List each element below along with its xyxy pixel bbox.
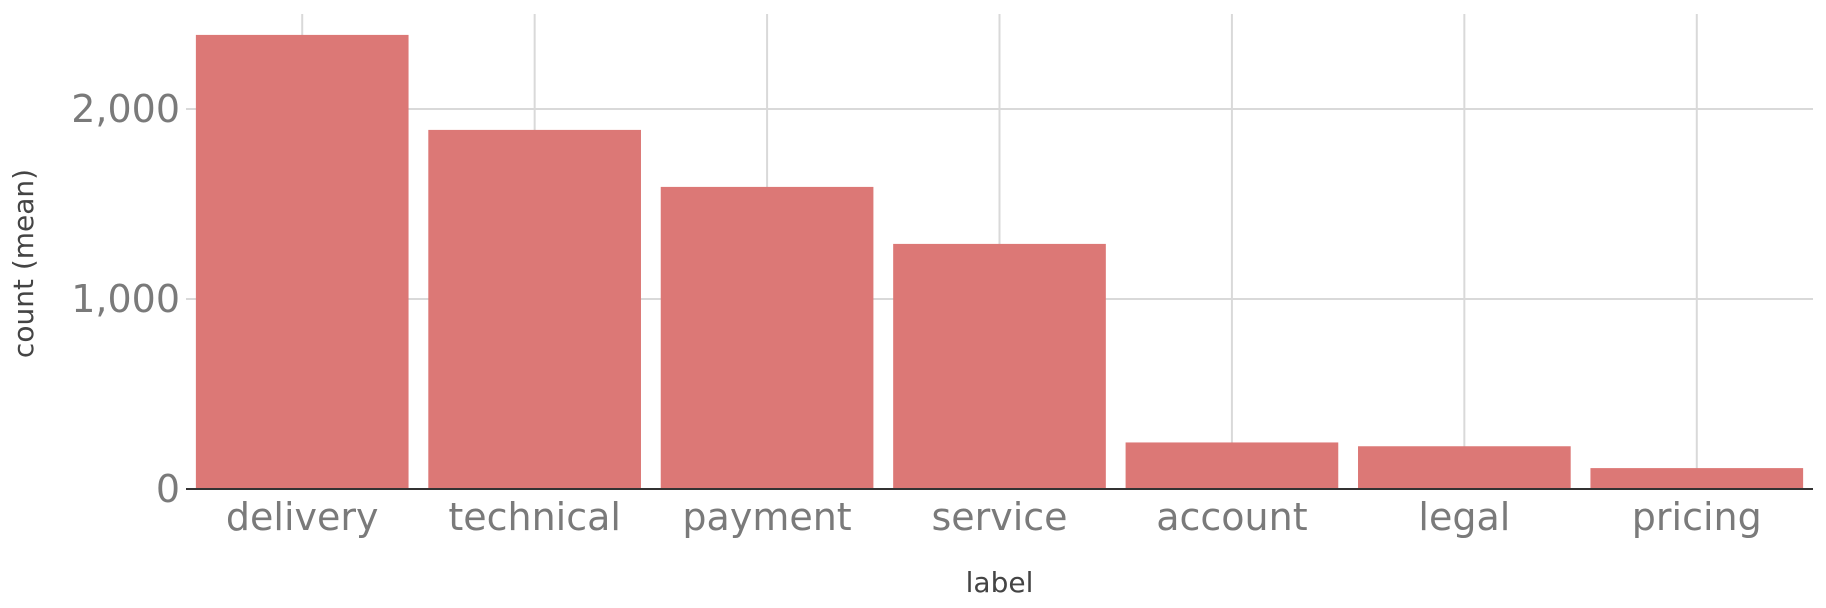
bar-account — [1125, 442, 1339, 489]
x-tick-label: service — [931, 495, 1067, 539]
bar-service — [893, 243, 1106, 489]
x-axis-title: label — [966, 566, 1034, 599]
x-tick-label: account — [1156, 495, 1307, 539]
y-tick-label: 2,000 — [71, 87, 180, 131]
bar-pricing — [1590, 468, 1804, 489]
x-axis-ticks: delivery technical payment service account le… — [226, 495, 1762, 539]
x-tick-label: delivery — [226, 495, 379, 539]
y-axis-title: count (mean) — [7, 169, 40, 358]
y-tick-label: 1,000 — [71, 277, 180, 321]
x-tick-label: pricing — [1632, 495, 1762, 539]
bar-technical — [428, 129, 641, 489]
x-tick-label: technical — [448, 495, 621, 539]
x-tick-label: payment — [682, 495, 851, 539]
x-tick-label: legal — [1418, 495, 1510, 539]
y-axis-ticks: 0 1,000 2,000 — [71, 87, 180, 511]
bar-legal — [1358, 446, 1571, 489]
bar-payment — [660, 186, 874, 489]
y-tick-label: 0 — [156, 467, 180, 511]
bar-delivery — [195, 34, 409, 490]
bars — [195, 34, 1804, 490]
